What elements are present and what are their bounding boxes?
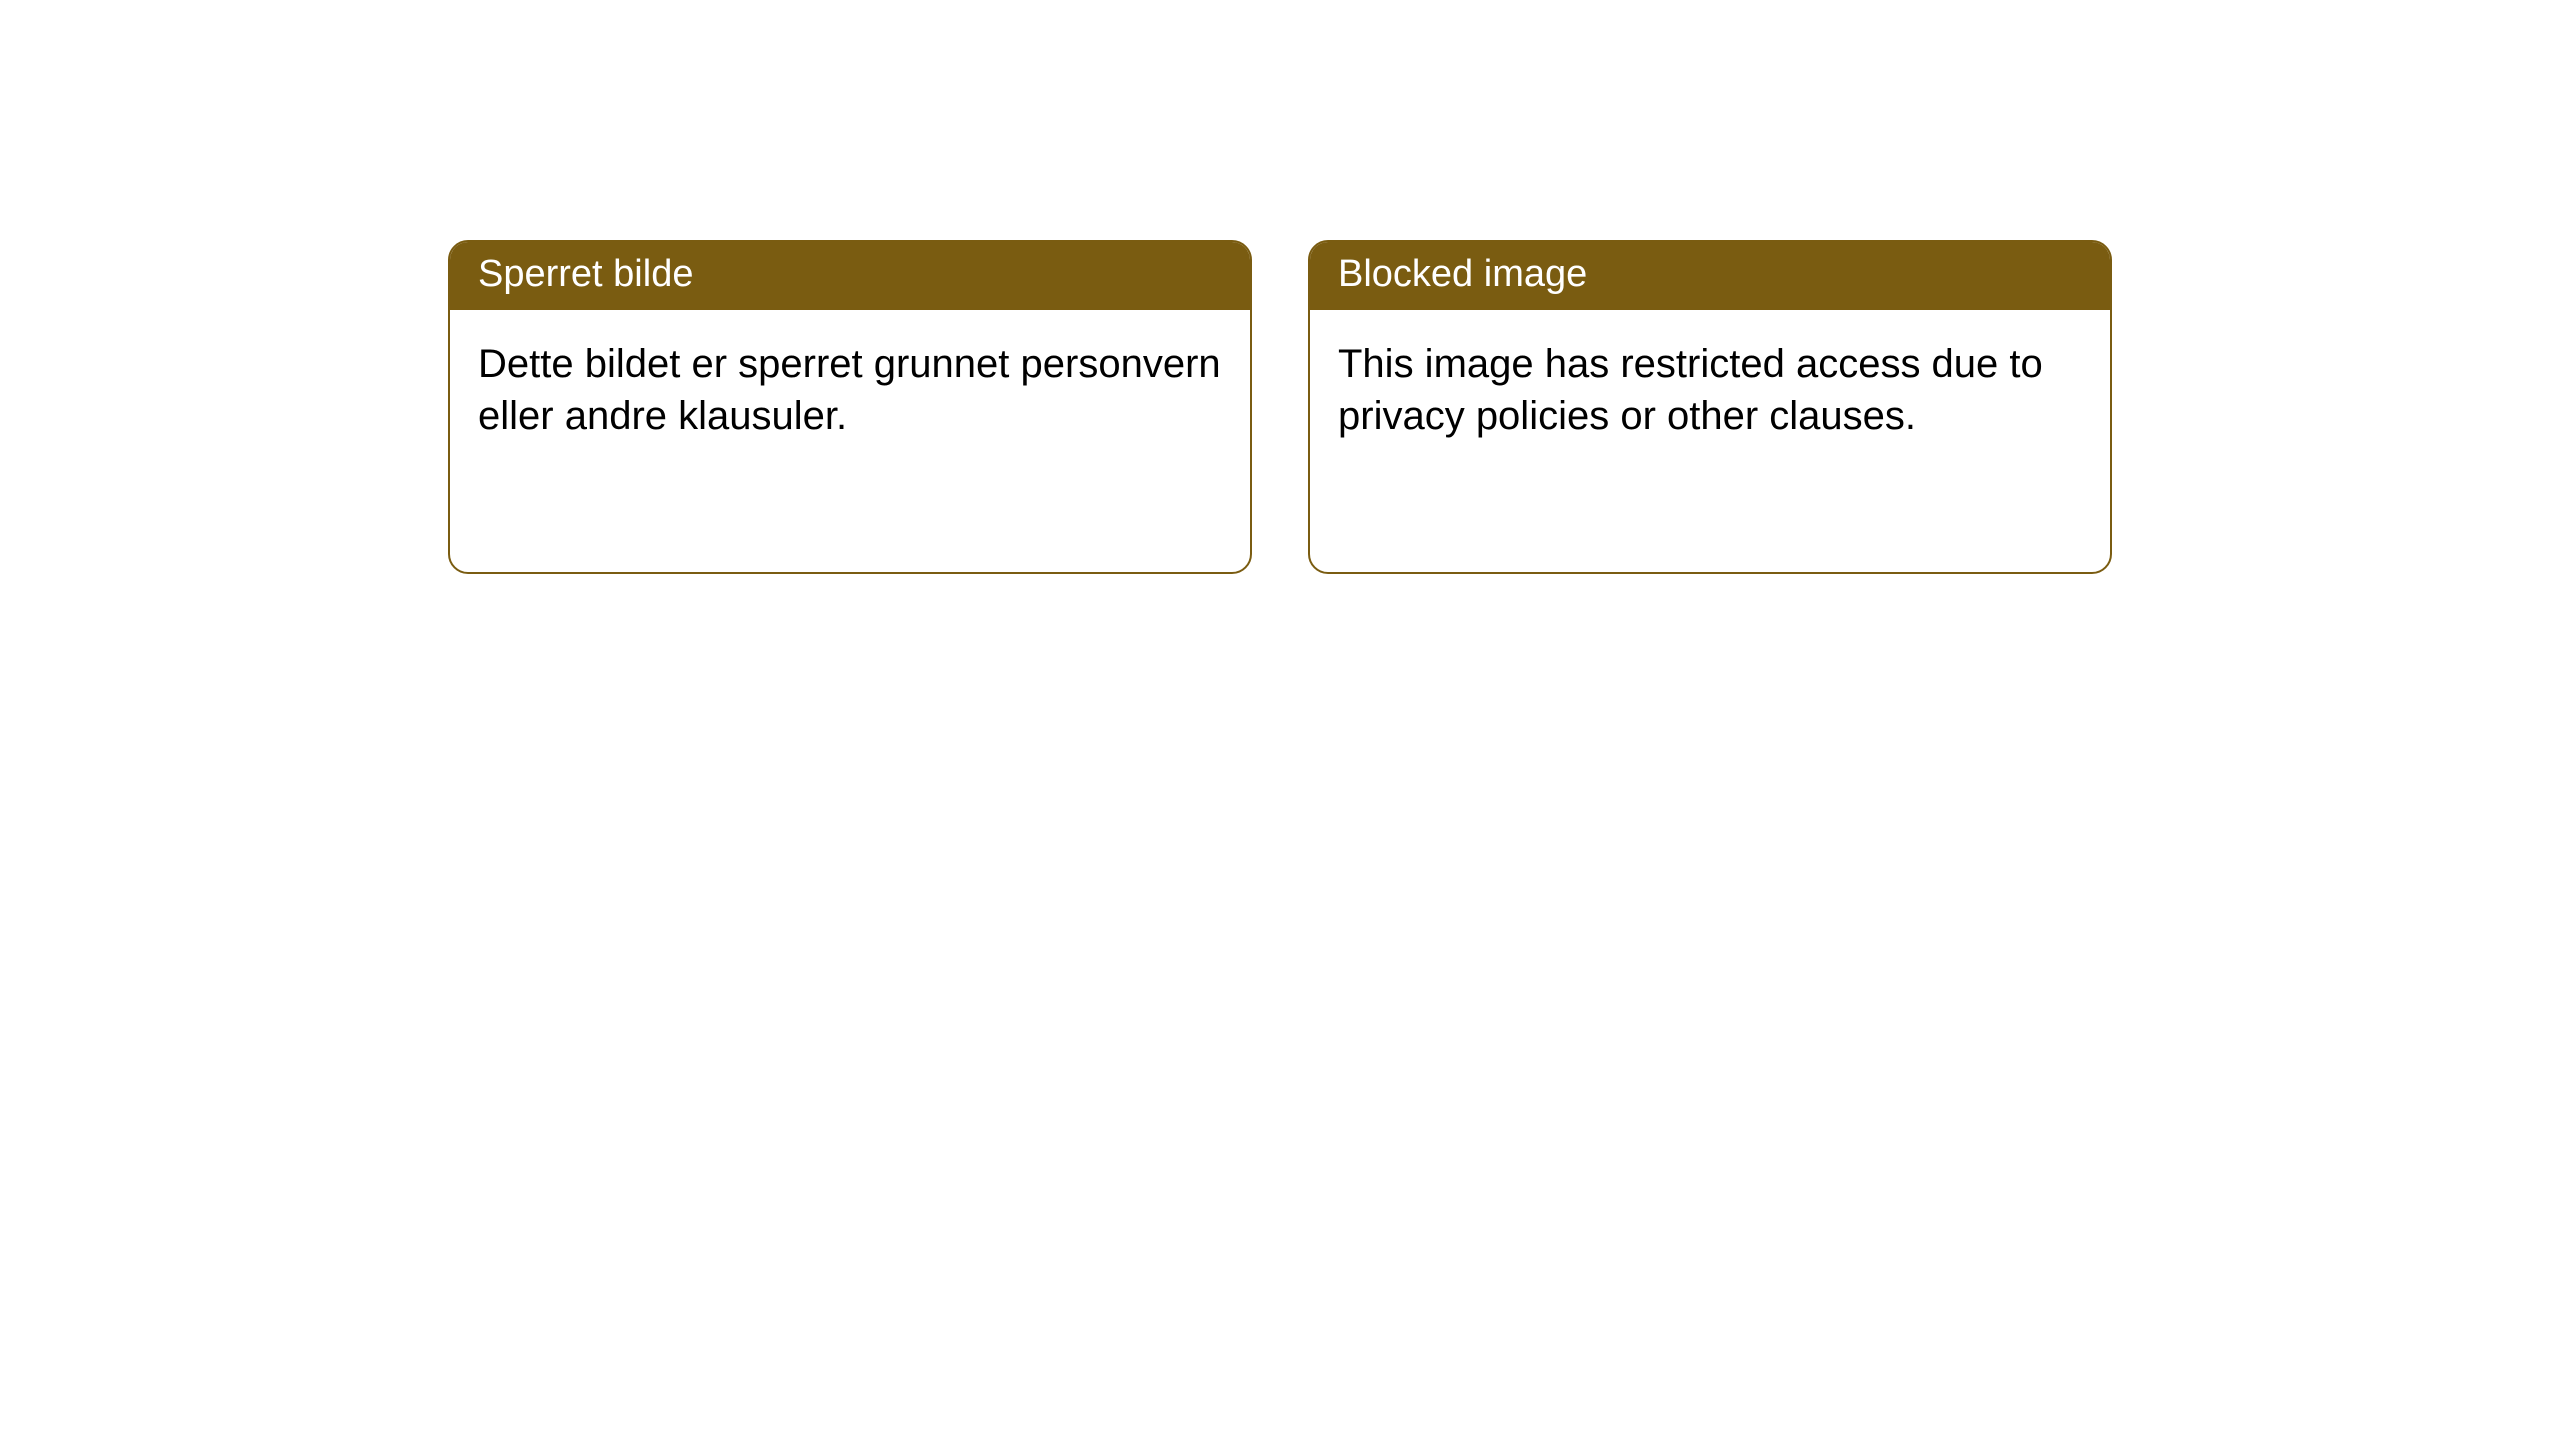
- blocked-image-card-norwegian: Sperret bilde Dette bildet er sperret gr…: [448, 240, 1252, 574]
- card-body: This image has restricted access due to …: [1310, 310, 2110, 442]
- blocked-image-card-english: Blocked image This image has restricted …: [1308, 240, 2112, 574]
- card-header: Blocked image: [1310, 242, 2110, 310]
- card-body: Dette bildet er sperret grunnet personve…: [450, 310, 1250, 442]
- cards-container: Sperret bilde Dette bildet er sperret gr…: [0, 0, 2560, 574]
- card-header: Sperret bilde: [450, 242, 1250, 310]
